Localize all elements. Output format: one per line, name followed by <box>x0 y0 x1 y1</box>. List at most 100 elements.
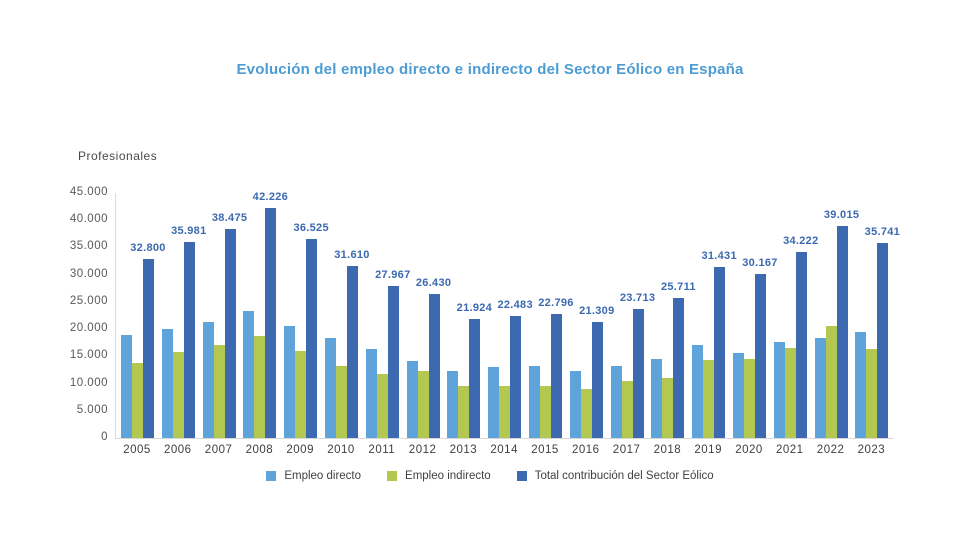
bar-indirecto-2018 <box>662 377 674 438</box>
x-axis-label-2017: 2017 <box>612 444 641 456</box>
bar-total-2009 <box>306 239 318 438</box>
bar-directo-2012 <box>406 361 418 438</box>
bar-directo-2023 <box>855 332 867 438</box>
x-axis-label-2009: 2009 <box>286 444 314 456</box>
bar-indirecto-2009 <box>295 351 307 438</box>
total-data-label-2005: 32.800 <box>130 242 166 255</box>
x-axis-label-2014: 2014 <box>490 444 518 456</box>
bar-directo-2011 <box>365 349 377 438</box>
bar-directo-2019 <box>692 344 704 438</box>
bar-directo-2005 <box>121 334 132 438</box>
x-axis-label-2018: 2018 <box>653 444 682 456</box>
bar-directo-2014 <box>488 367 500 438</box>
bar-directo-2017 <box>610 365 622 438</box>
bar-indirecto-2016 <box>580 388 592 438</box>
bar-indirecto-2021 <box>784 347 796 438</box>
bar-indirecto-2011 <box>376 374 388 438</box>
bar-directo-2015 <box>529 366 540 438</box>
bar-indirecto-2007 <box>213 344 225 438</box>
y-tick-label: 40.000 <box>69 213 108 226</box>
y-tick-label: 15.000 <box>69 349 108 362</box>
y-tick-label: 35.000 <box>69 240 108 253</box>
total-data-label-2014: 22.483 <box>497 298 533 311</box>
y-tick-label: 10.000 <box>69 376 108 389</box>
total-data-label-2020: 30.167 <box>742 256 778 269</box>
bar-total-2013 <box>469 318 481 438</box>
y-axis-title: Profesionales <box>78 149 158 163</box>
x-axis-label-2019: 2019 <box>694 444 722 456</box>
legend-label-empleo-indirecto: Empleo indirecto <box>405 470 491 482</box>
bar-directo-2007 <box>202 322 214 438</box>
total-data-label-2012: 26.430 <box>415 277 452 290</box>
total-data-label-2010: 31.610 <box>334 248 370 261</box>
y-tick-label: 30.000 <box>69 267 108 280</box>
total-data-label-2018: 25.711 <box>660 281 696 294</box>
x-axis-label-2022: 2022 <box>816 444 845 456</box>
total-data-label-2023: 35.741 <box>864 226 901 239</box>
bar-indirecto-2012 <box>417 370 429 438</box>
bar-total-2005 <box>143 259 154 438</box>
y-tick-label: 5.000 <box>76 403 108 416</box>
bar-total-2015 <box>551 313 562 438</box>
bar-indirecto-2023 <box>866 349 878 438</box>
bar-total-2018 <box>673 298 685 438</box>
x-axis-label-2010: 2010 <box>327 444 355 456</box>
bar-indirecto-2022 <box>825 325 837 438</box>
bar-total-2020 <box>755 273 766 438</box>
bar-directo-2021 <box>773 342 785 438</box>
bar-total-2012 <box>428 294 440 438</box>
x-axis-label-2011: 2011 <box>368 444 396 456</box>
bar-indirecto-2005 <box>132 362 143 438</box>
bar-total-2017 <box>632 308 644 438</box>
total-data-label-2011: 27.967 <box>375 268 411 281</box>
total-data-label-2013: 21.924 <box>456 301 493 314</box>
total-data-label-2009: 36.525 <box>293 222 329 235</box>
y-tick-label: 45.000 <box>69 186 108 198</box>
bar-indirecto-2013 <box>458 386 470 438</box>
legend-swatch-empleo-directo <box>266 471 277 481</box>
total-data-label-2016: 21.309 <box>579 304 615 317</box>
chart-title: Evolución del empleo directo e indirecto… <box>236 61 744 78</box>
bar-total-2007 <box>224 228 236 438</box>
bar-total-2019 <box>714 266 726 438</box>
bar-directo-2013 <box>447 370 459 438</box>
bar-indirecto-2006 <box>172 351 184 438</box>
x-axis-label-2005: 2005 <box>123 444 151 456</box>
y-tick-label: 20.000 <box>69 322 108 335</box>
bar-total-2022 <box>836 225 848 438</box>
bar-indirecto-2008 <box>254 335 266 438</box>
bar-total-2014 <box>510 315 522 438</box>
bar-indirecto-2014 <box>499 386 511 438</box>
legend-swatch-total <box>516 471 527 481</box>
legend: Empleo directo Empleo indirecto Total co… <box>0 470 980 482</box>
y-tick-label: 25.000 <box>69 294 108 307</box>
x-axis-label-2021: 2021 <box>776 444 804 456</box>
bar-total-2021 <box>795 251 807 438</box>
legend-item-total: Total contribución del Sector Eólico <box>516 470 714 482</box>
legend-item-empleo-directo: Empleo directo <box>266 470 361 482</box>
legend-label-total: Total contribución del Sector Eólico <box>534 470 714 482</box>
bar-directo-2008 <box>243 310 255 438</box>
bar-total-2011 <box>387 285 399 438</box>
y-tick-label: 0 <box>101 431 108 443</box>
total-data-label-2006: 35.981 <box>171 225 207 238</box>
x-axis-label-2008: 2008 <box>245 444 274 456</box>
x-axis-label-2012: 2012 <box>408 444 437 456</box>
bar-total-2006 <box>183 242 195 438</box>
x-axis-label-2023: 2023 <box>857 444 886 456</box>
bar-directo-2009 <box>284 325 296 438</box>
legend-item-empleo-indirecto: Empleo indirecto <box>387 470 491 482</box>
bar-indirecto-2017 <box>621 381 633 438</box>
x-axis-label-2015: 2015 <box>531 444 559 456</box>
bar-directo-2020 <box>733 352 744 438</box>
bar-directo-2010 <box>325 337 336 438</box>
bar-total-2023 <box>877 243 889 438</box>
x-axis-label-2016: 2016 <box>572 444 600 456</box>
x-axis-label-2007: 2007 <box>204 444 233 456</box>
bar-directo-2006 <box>161 328 173 438</box>
total-data-label-2021: 34.222 <box>783 234 819 247</box>
bar-total-2010 <box>347 265 358 438</box>
legend-swatch-empleo-indirecto <box>387 471 398 481</box>
bar-indirecto-2019 <box>703 359 715 438</box>
